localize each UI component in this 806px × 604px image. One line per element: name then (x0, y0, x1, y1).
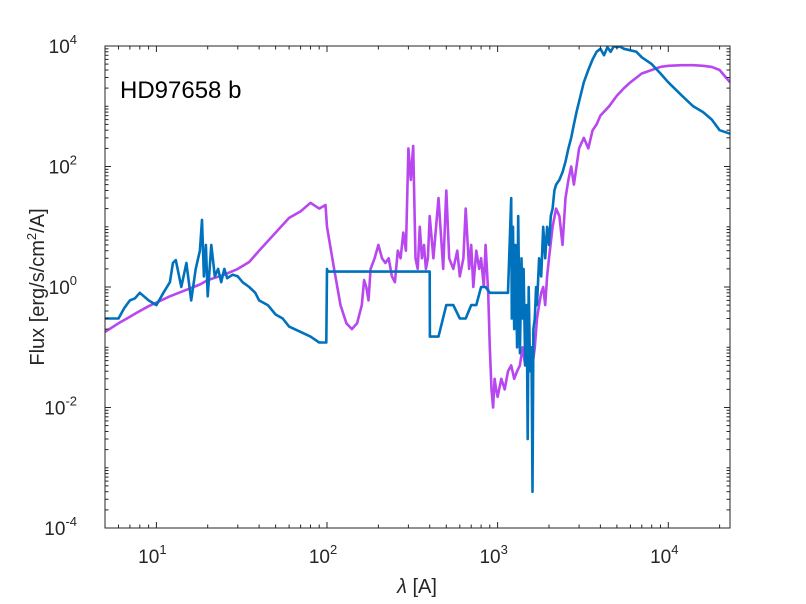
y-axis-label: Flux [erg/s/cm2/A] (24, 208, 49, 365)
x-axis-label: λ [A] (396, 576, 437, 598)
x-axis-unit: [A] (407, 576, 437, 598)
tick-layer: 101 102 103 104 10-4 10-2 100 102 104 (44, 32, 730, 568)
y-tick-label: 104 (49, 32, 77, 58)
x-tick-label: 103 (479, 542, 507, 568)
y-tick-label: 10-2 (44, 394, 77, 420)
y-axis-label-prefix: Flux [erg/s/cm (27, 240, 49, 366)
x-tick-label: 102 (309, 542, 337, 568)
plot-frame (104, 45, 731, 529)
planet-annotation: HD97658 b (120, 77, 241, 104)
series-line-1 (105, 63, 730, 409)
y-tick-label: 102 (49, 153, 77, 179)
x-axis-symbol: λ (396, 576, 407, 598)
y-axis-label-sup: 2 (24, 233, 39, 240)
x-tick-label: 104 (650, 542, 678, 568)
series-layer (105, 46, 730, 494)
y-axis-label-suffix: /A] (27, 208, 49, 232)
y-tick-label: 10-4 (44, 514, 77, 540)
y-tick-label: 100 (49, 273, 77, 299)
series-line-2 (105, 46, 730, 494)
x-tick-label: 101 (138, 542, 166, 568)
